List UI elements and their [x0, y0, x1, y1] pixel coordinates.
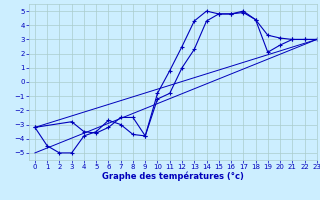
X-axis label: Graphe des températures (°c): Graphe des températures (°c)	[102, 172, 244, 181]
